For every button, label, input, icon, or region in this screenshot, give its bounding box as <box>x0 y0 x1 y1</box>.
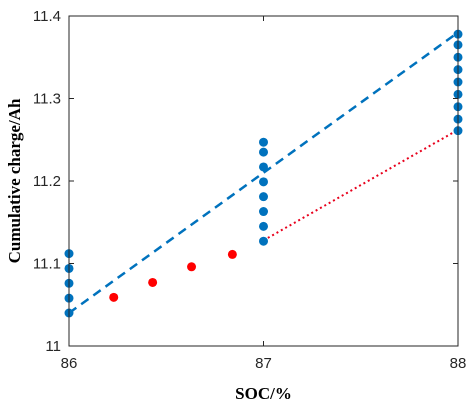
y-tick-label: 11.1 <box>33 256 61 273</box>
y-tick-label: 11.4 <box>33 8 61 25</box>
y-axis-title: Cumulative charge/Ah <box>5 98 24 263</box>
series-0-point <box>259 207 268 217</box>
series-2-point <box>109 292 119 302</box>
x-tick-label: 86 <box>61 355 78 372</box>
x-axis-title: SOC/% <box>235 384 292 403</box>
x-tick-label: 88 <box>450 355 467 372</box>
ticks-layer: 86 87 88 11 11.1 11.2 11.3 11.4 <box>33 8 466 372</box>
series-2-point <box>187 262 197 272</box>
series-0-point <box>259 162 268 172</box>
y-tick-label: 11.2 <box>33 173 61 190</box>
series-2-point <box>148 277 158 287</box>
y-tick-label: 11 <box>45 338 61 355</box>
series-0-point <box>259 177 268 187</box>
series-0-point <box>259 137 268 147</box>
x-tick-label: 87 <box>255 355 272 372</box>
series-0-point <box>259 147 268 157</box>
series-layer <box>64 29 463 318</box>
series-0-point <box>259 221 268 231</box>
y-tick-label: 11.3 <box>33 91 61 108</box>
series-0-point <box>259 192 268 202</box>
series-3-dotted-line <box>263 128 459 242</box>
series-2-point <box>227 249 237 259</box>
series-0-point <box>259 236 268 246</box>
series-1-dashed-line <box>68 31 459 315</box>
